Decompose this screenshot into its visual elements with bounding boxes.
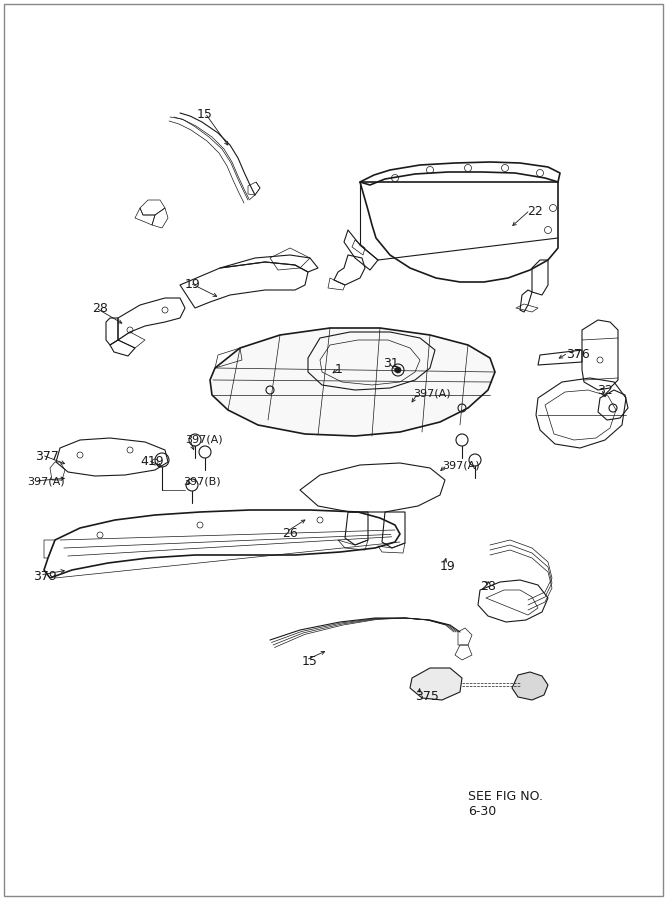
- Text: 15: 15: [302, 655, 318, 668]
- Text: 15: 15: [197, 108, 213, 121]
- Text: 419: 419: [140, 455, 163, 468]
- Text: 375: 375: [415, 690, 439, 703]
- Polygon shape: [410, 668, 462, 700]
- Text: 31: 31: [383, 357, 399, 370]
- Text: 379: 379: [33, 570, 57, 583]
- Text: 1: 1: [335, 363, 343, 376]
- Text: 397(A): 397(A): [27, 476, 65, 486]
- Text: 28: 28: [92, 302, 108, 315]
- Polygon shape: [210, 328, 495, 436]
- Text: 26: 26: [282, 527, 297, 540]
- Polygon shape: [512, 672, 548, 700]
- Circle shape: [395, 367, 401, 373]
- Text: 22: 22: [527, 205, 543, 218]
- Text: 19: 19: [185, 278, 201, 291]
- Text: 32: 32: [597, 384, 613, 397]
- Text: 397(B): 397(B): [183, 476, 221, 486]
- Text: 28: 28: [480, 580, 496, 593]
- Text: 377: 377: [35, 450, 59, 463]
- Text: SEE FIG NO.
6-30: SEE FIG NO. 6-30: [468, 790, 543, 818]
- Text: 397(A): 397(A): [413, 388, 451, 398]
- Text: 376: 376: [566, 348, 590, 361]
- Text: 397(A): 397(A): [442, 460, 480, 470]
- Text: 19: 19: [440, 560, 456, 573]
- Text: 397(A): 397(A): [185, 435, 223, 445]
